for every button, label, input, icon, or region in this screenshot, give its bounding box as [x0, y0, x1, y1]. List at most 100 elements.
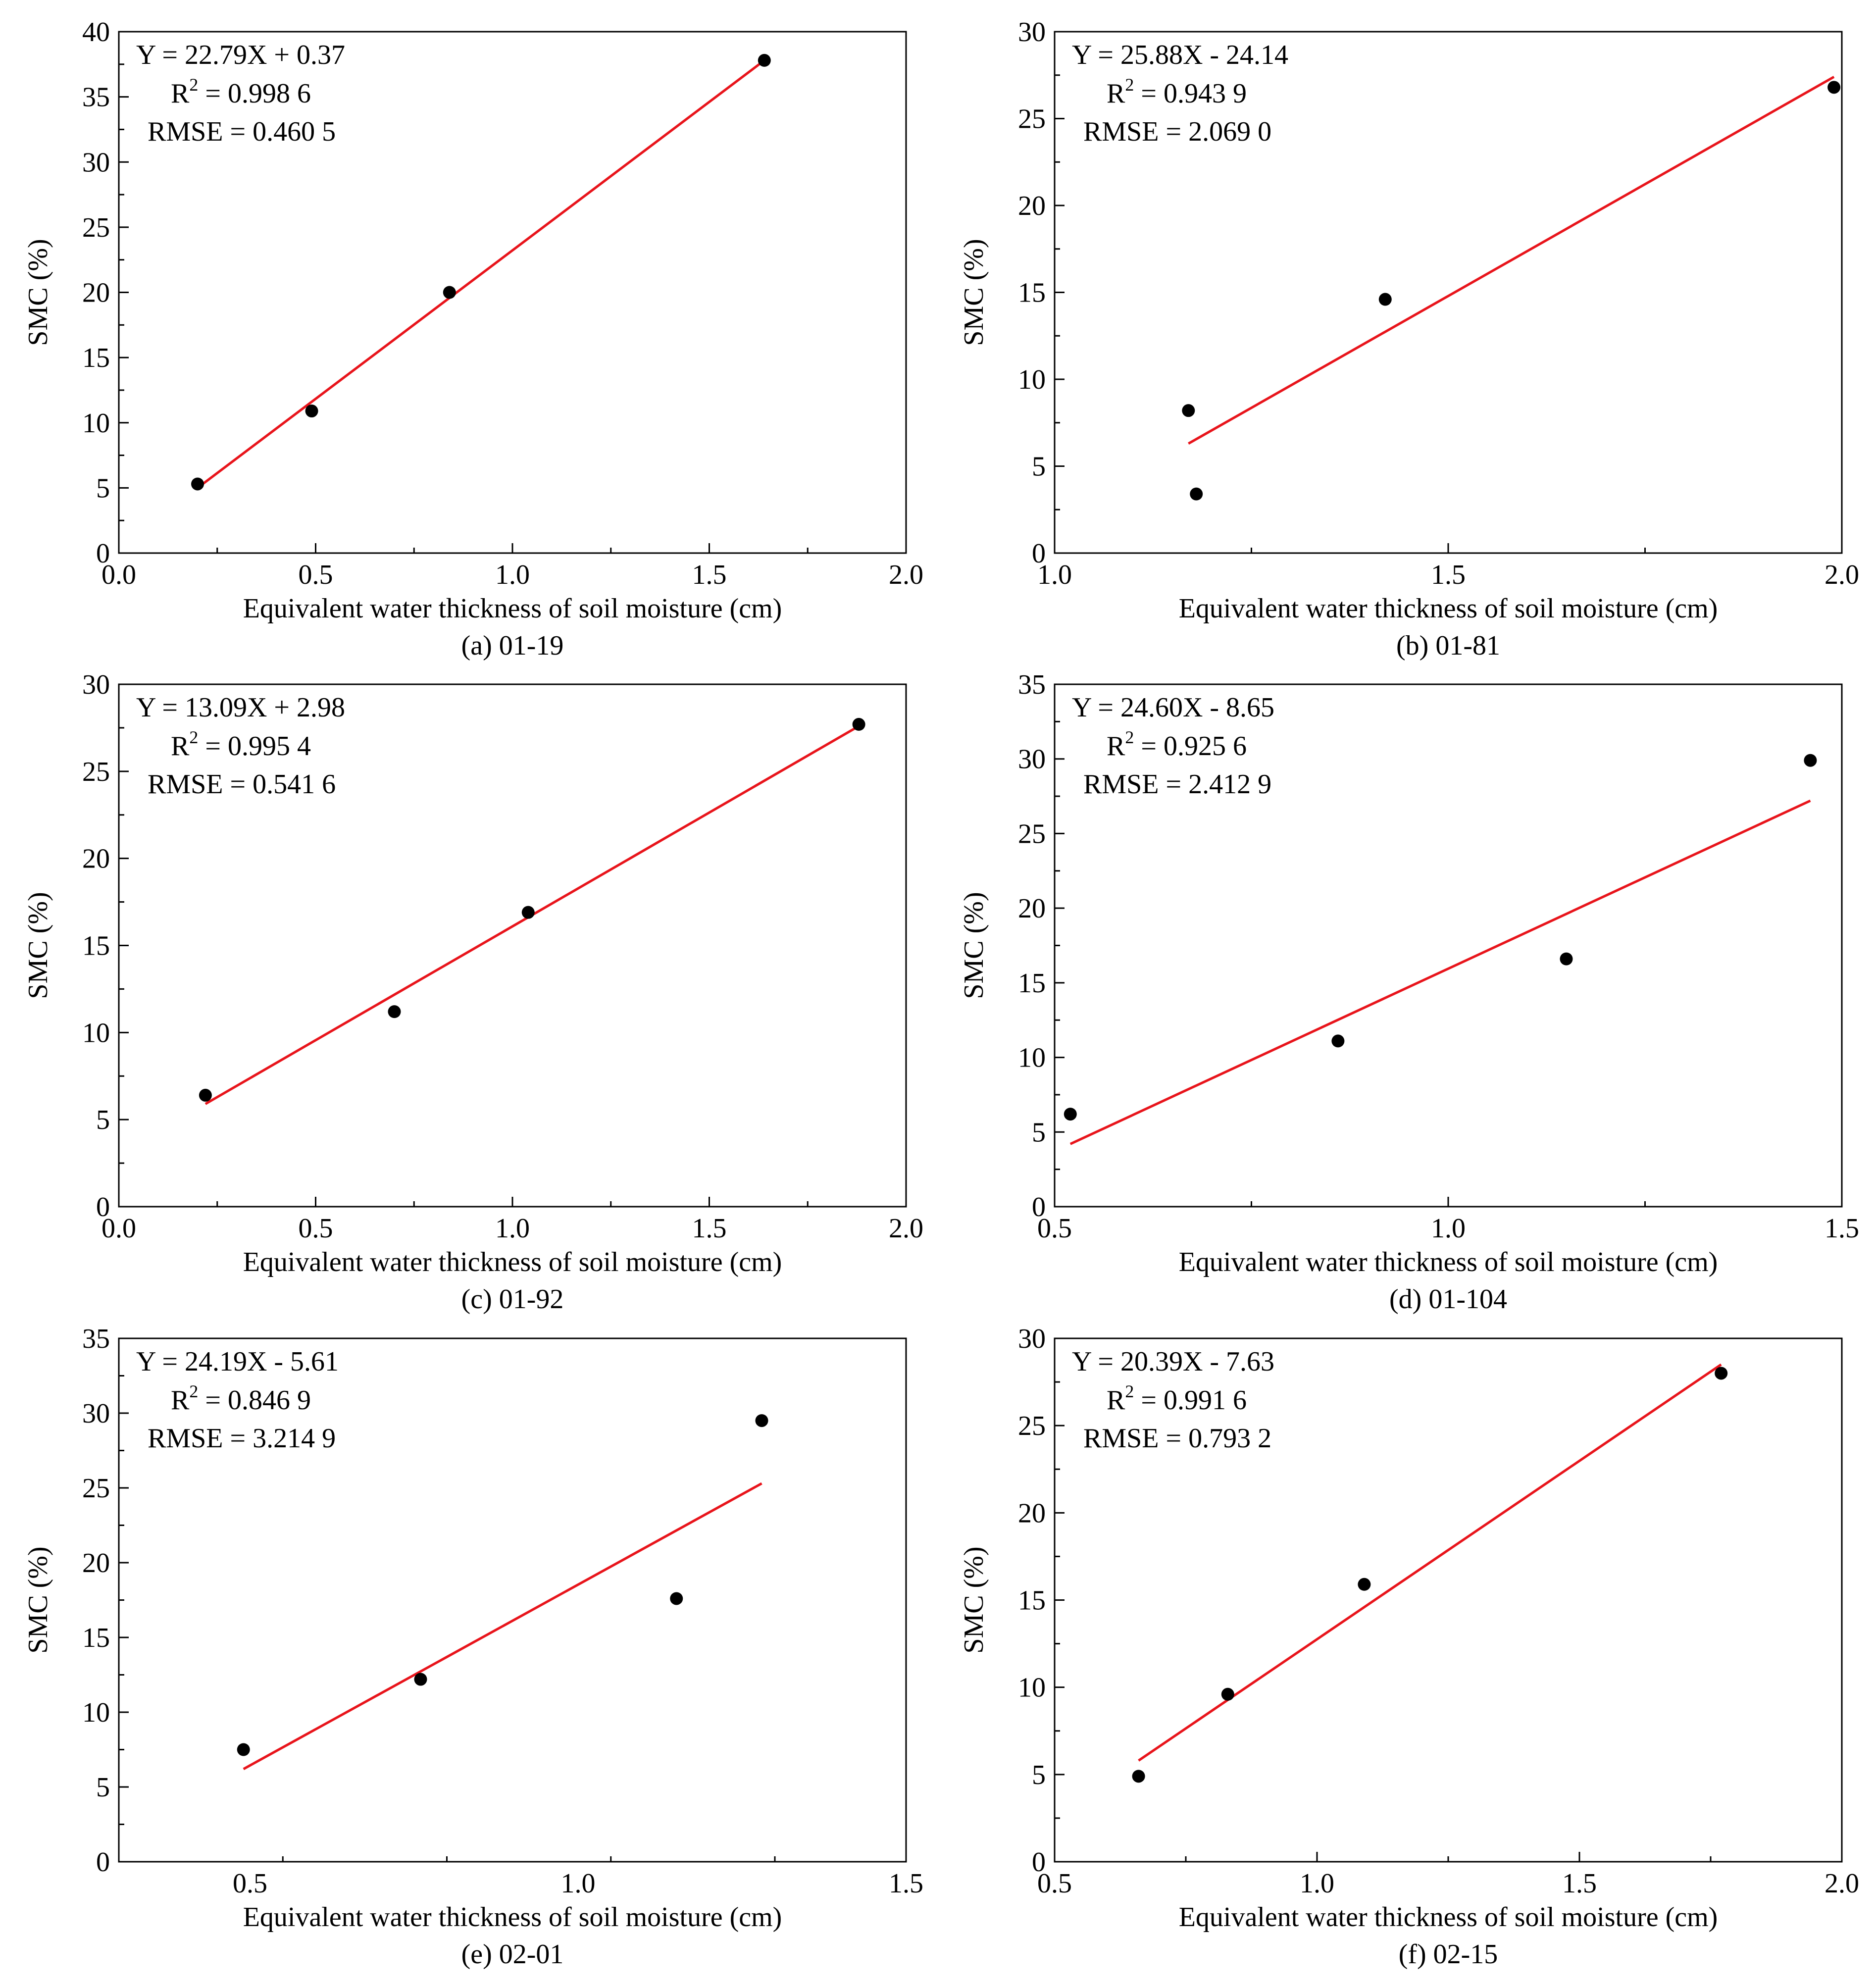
x-axis-label: Equivalent water thickness of soil moist… — [243, 593, 782, 624]
data-point — [237, 1743, 250, 1756]
data-point — [388, 1005, 401, 1019]
r-squared-symbol: R — [171, 78, 190, 109]
panel-caption: (f) 02-15 — [1399, 1939, 1498, 1970]
y-tick-label: 5 — [96, 473, 110, 504]
plot-frame — [1054, 1337, 1843, 1863]
regression-equation: Y = 24.19X - 5.61 — [136, 1346, 339, 1377]
r-squared-value: = 0.995 4 — [198, 731, 311, 762]
regression-equation: Y = 13.09X + 2.98 — [136, 692, 345, 723]
y-tick-label: 35 — [82, 82, 110, 113]
y-tick-label: 35 — [82, 1324, 110, 1354]
data-point — [1331, 1034, 1345, 1048]
data-point — [758, 53, 771, 67]
r-squared-superscript: 2 — [189, 1381, 198, 1401]
y-tick-label: 20 — [82, 1548, 110, 1579]
y-tick-label: 30 — [82, 1398, 110, 1429]
plot-frame — [1054, 31, 1843, 554]
x-tick-label: 1.5 — [889, 1868, 923, 1899]
r-squared-symbol: R — [1107, 78, 1125, 109]
rmse-value: RMSE = 0.460 5 — [148, 116, 336, 147]
x-tick-label: 0.5 — [1037, 1868, 1072, 1899]
y-axis-label: SMC (%) — [23, 1546, 53, 1653]
y-tick-label: 35 — [1018, 669, 1046, 700]
data-point — [1560, 952, 1573, 966]
x-tick-label: 2.0 — [1825, 1868, 1859, 1899]
y-tick-label: 30 — [1018, 1324, 1046, 1354]
y-axis-label: SMC (%) — [959, 892, 989, 999]
panel-caption: (a) 01-19 — [461, 630, 564, 661]
x-tick-label: 1.5 — [692, 1213, 727, 1244]
plot-frame — [118, 31, 907, 554]
y-tick-label: 5 — [96, 1105, 110, 1135]
r-squared-superscript: 2 — [189, 727, 198, 747]
y-tick-label: 0 — [96, 1847, 110, 1878]
data-point — [755, 1414, 768, 1427]
y-tick-label: 5 — [1032, 1760, 1046, 1790]
x-tick-label: 0.5 — [233, 1868, 267, 1899]
y-tick-label: 10 — [1018, 1673, 1046, 1703]
chart-panel: 0.5 1.0 1.5 0 5 10 15 20 25 30 35 Equivalent water … — [23, 1324, 923, 1970]
y-tick-label: 20 — [1018, 1498, 1046, 1529]
y-tick-label: 25 — [1018, 818, 1046, 849]
y-tick-label: 5 — [1032, 1117, 1046, 1148]
x-tick-label: 2.0 — [1825, 560, 1859, 590]
plot-frame — [118, 683, 907, 1208]
y-tick-label: 20 — [82, 278, 110, 308]
y-tick-label: 10 — [82, 1697, 110, 1728]
regression-equation: Y = 20.39X - 7.63 — [1072, 1346, 1274, 1377]
y-tick-label: 10 — [82, 408, 110, 439]
y-axis-label: SMC (%) — [959, 239, 989, 346]
regression-line — [1138, 1363, 1722, 1762]
plot-frame — [118, 1337, 907, 1863]
y-tick-label: 30 — [82, 147, 110, 178]
y-tick-label: 25 — [1018, 1411, 1046, 1441]
y-tick-label: 30 — [1018, 17, 1046, 48]
x-tick-label: 0.5 — [299, 560, 333, 590]
panel-caption: (c) 01-92 — [461, 1284, 564, 1315]
x-tick-label: 0.5 — [1037, 1213, 1072, 1244]
y-tick-label: 25 — [82, 212, 110, 243]
x-tick-label: 1.0 — [1300, 1868, 1334, 1899]
data-point — [1715, 1367, 1728, 1380]
x-axis-label: Equivalent water thickness of soil moist… — [243, 1902, 782, 1933]
x-tick-label: 1.5 — [1562, 1868, 1597, 1899]
r-squared-superscript: 2 — [1125, 727, 1134, 747]
y-tick-label: 30 — [82, 669, 110, 700]
data-point — [305, 405, 318, 418]
y-tick-label: 20 — [1018, 191, 1046, 221]
data-point — [199, 1088, 212, 1102]
x-tick-label: 1.0 — [1431, 1213, 1466, 1244]
r-squared-symbol: R — [171, 731, 190, 762]
chart-panel: 1.0 1.5 2.0 0 5 10 15 20 25 30 Equivalent water th… — [959, 17, 1859, 661]
y-tick-label: 15 — [1018, 968, 1046, 999]
chart-panel: 0.5 1.0 1.5 0 5 10 15 20 25 30 35 Equivalent water … — [959, 669, 1859, 1315]
y-tick-label: 0 — [1032, 538, 1046, 569]
r-squared: R2 = 0.925 6 — [1107, 727, 1247, 762]
data-point — [1190, 487, 1203, 501]
r-squared-symbol: R — [1107, 1385, 1125, 1416]
y-tick-label: 25 — [1018, 104, 1046, 135]
chart-panel: 0.5 1.0 1.5 2.0 0 5 10 15 20 25 30 Equivalent water… — [959, 1324, 1859, 1970]
x-tick-label: 2.0 — [889, 1213, 923, 1244]
r-squared-value: = 0.943 9 — [1134, 78, 1247, 109]
y-tick-label: 15 — [82, 931, 110, 962]
panel-caption: (e) 02-01 — [461, 1939, 564, 1970]
r-squared: R2 = 0.995 4 — [171, 727, 311, 762]
x-tick-label: 0.5 — [299, 1213, 333, 1244]
y-tick-label: 0 — [1032, 1192, 1046, 1223]
x-tick-label: 0.0 — [101, 1213, 136, 1244]
r-squared-symbol: R — [1107, 731, 1125, 762]
y-axis-label: SMC (%) — [23, 239, 53, 346]
x-tick-label: 1.0 — [495, 560, 530, 590]
data-point — [191, 477, 204, 491]
x-axis-label: Equivalent water thickness of soil moist… — [243, 1247, 782, 1277]
data-point — [414, 1673, 427, 1686]
rmse-value: RMSE = 3.214 9 — [148, 1423, 336, 1454]
r-squared: R2 = 0.943 9 — [1107, 75, 1247, 109]
data-point — [670, 1592, 683, 1605]
y-tick-label: 40 — [82, 17, 110, 48]
chart-panel: 0.0 0.5 1.0 1.5 2.0 0 5 10 15 20 25 30 Equivalent wa… — [23, 669, 923, 1315]
rmse-value: RMSE = 0.541 6 — [148, 769, 336, 800]
regression-equation: Y = 22.79X + 0.37 — [136, 40, 345, 70]
